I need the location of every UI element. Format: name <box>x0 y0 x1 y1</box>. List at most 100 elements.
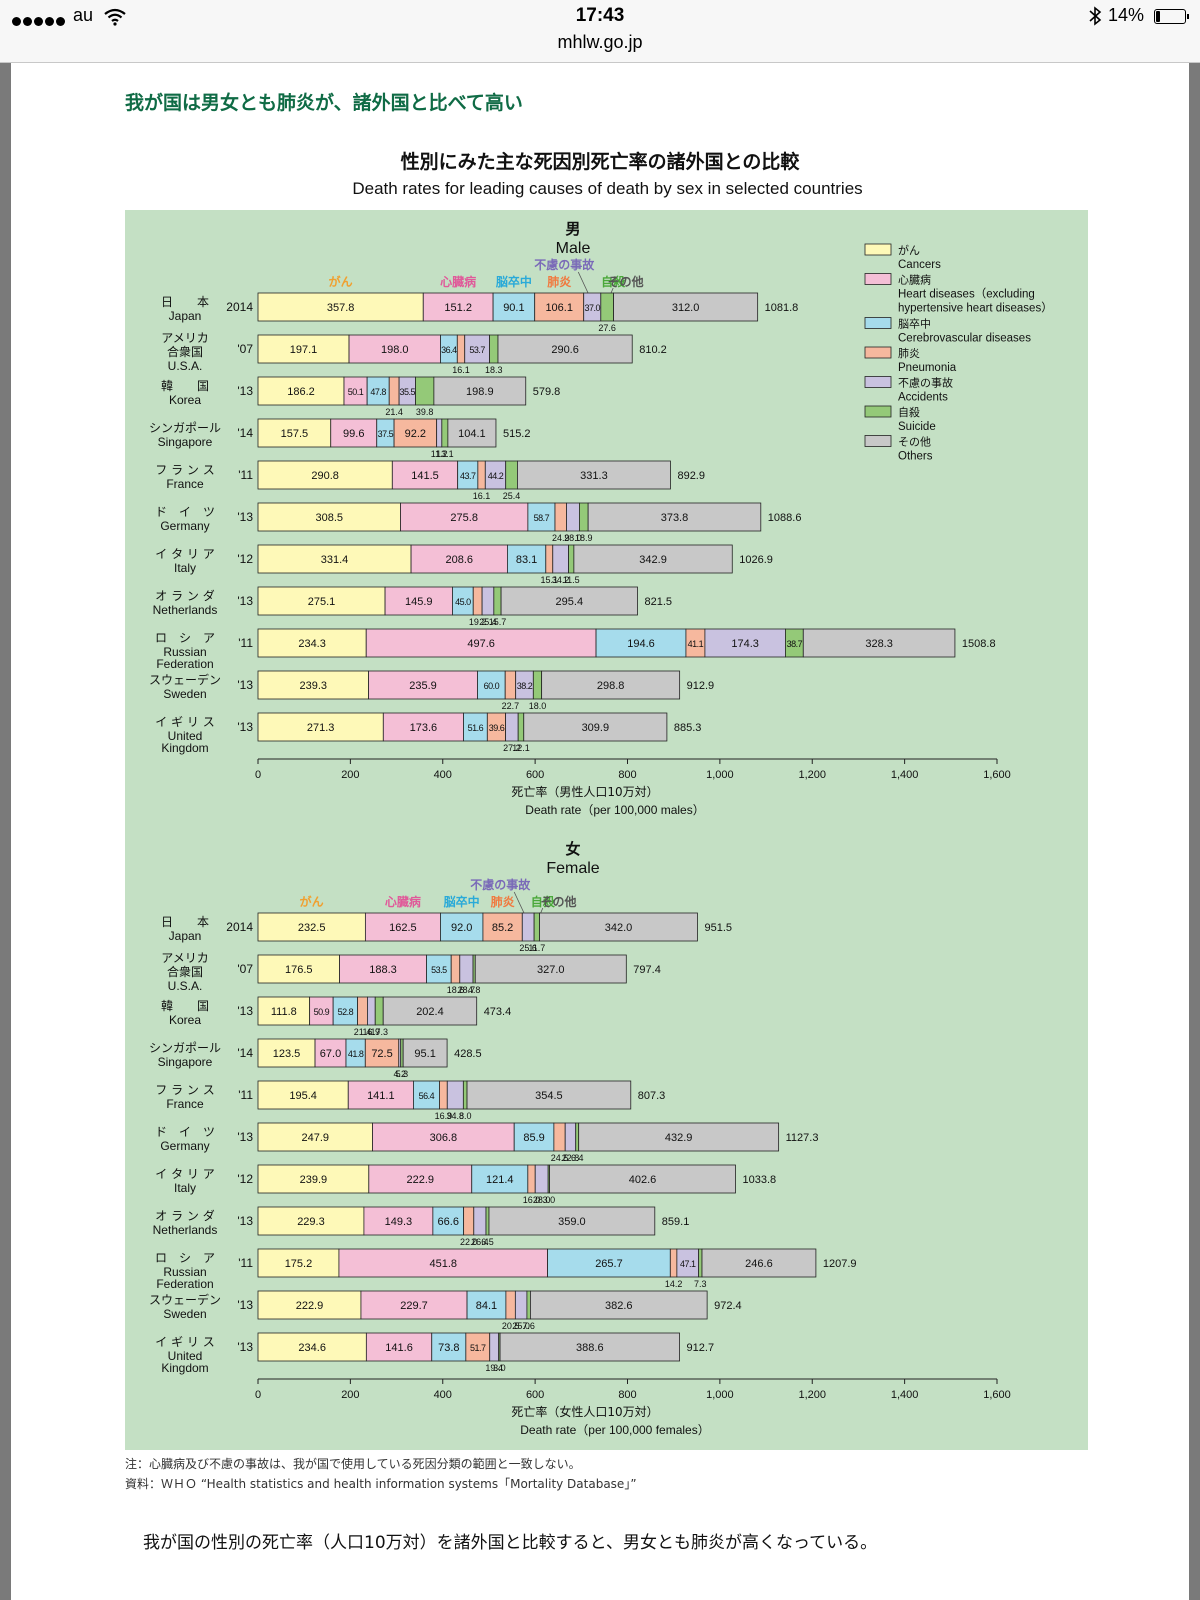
bar-segment-pneumonia <box>393 418 438 448</box>
bar-segment-suicide <box>532 670 543 700</box>
country-label-ja: スウェーデン <box>149 1292 221 1307</box>
page-margin-left <box>0 63 11 1600</box>
bar-segment-stroke <box>492 292 536 322</box>
country-label-en: Federation <box>156 1277 213 1291</box>
value-label-below-suicide: 13.1 <box>436 449 454 459</box>
total-label: 912.7 <box>687 1342 715 1354</box>
value-label-heart: 99.6 <box>343 428 364 440</box>
year-label: '07 <box>237 342 253 356</box>
x-tick-label: 1,200 <box>798 1389 826 1401</box>
total-label: 807.3 <box>638 1090 666 1102</box>
status-bar: au 17:43 mhlw.go.jp 14% <box>0 0 1200 63</box>
value-label-below-suicide: 7.6 <box>522 1321 535 1331</box>
year-label: '12 <box>237 552 253 566</box>
value-label-stroke: 53.5 <box>431 965 447 975</box>
value-label-below-suicide: 6.5 <box>481 1237 494 1247</box>
value-label-others: 295.4 <box>556 596 584 608</box>
bar-segment-cancer <box>257 954 340 984</box>
year-label: '13 <box>237 594 253 608</box>
bar-segment-others <box>802 628 956 658</box>
country-label-ja: イ ギ リ ス <box>155 1335 214 1349</box>
year-label: '14 <box>237 1046 253 1060</box>
value-label-below-suicide: 18.0 <box>529 701 547 711</box>
value-label-pneumonia: 85.2 <box>492 922 513 934</box>
bar-segment-accidents <box>481 586 495 616</box>
value-label-others: 198.9 <box>466 386 494 398</box>
value-label-heart: 235.9 <box>409 680 437 692</box>
bluetooth-icon <box>1089 6 1102 26</box>
country-label-en: Germany <box>160 1139 209 1153</box>
x-tick-label: 200 <box>341 1389 359 1401</box>
value-label-cancer: 290.8 <box>311 470 339 482</box>
value-label-heart: 141.5 <box>411 470 439 482</box>
total-label: 515.2 <box>503 428 531 440</box>
legend-swatch-suicide <box>864 405 892 418</box>
legend-label-en: Cerebrovascular diseases <box>898 333 1031 345</box>
value-label-below-accidents: 16.9 <box>363 1027 381 1037</box>
bar-segment-cancer <box>257 1290 362 1320</box>
value-label-cancer: 222.9 <box>296 1300 324 1312</box>
year-label: '14 <box>237 426 253 440</box>
header-label-suicide: 自殺 <box>601 274 626 289</box>
total-label: 912.9 <box>687 680 715 692</box>
value-label-below-suicide: 15.7 <box>489 617 507 627</box>
value-label-below-accidents: 25.6 <box>519 943 537 953</box>
year-label: '11 <box>238 636 253 650</box>
value-label-below-suicide: 18.3 <box>485 365 503 375</box>
bar-segment-stroke <box>413 1080 440 1110</box>
value-label-below-suicide: 8.0 <box>459 1111 472 1121</box>
value-label-heart: 198.0 <box>381 344 409 356</box>
value-label-stroke: 84.1 <box>476 1300 497 1312</box>
value-label-cancer: 308.5 <box>315 512 343 524</box>
bar-segment-suicide <box>698 1248 703 1278</box>
bar-segment-accidents <box>534 1164 549 1194</box>
bar-segment-others <box>549 1164 736 1194</box>
year-label: '13 <box>237 384 253 398</box>
x-tick-label: 600 <box>526 769 544 781</box>
bar-segment-heart <box>368 670 478 700</box>
value-label-below-pneumonia: 14.2 <box>665 1279 683 1289</box>
value-label-stroke: 90.1 <box>503 302 524 314</box>
value-label-below-pneumonia: 16.0 <box>523 1195 541 1205</box>
legend-swatch-heart <box>864 273 892 285</box>
value-label-below-pneumonia: 24.5 <box>551 1153 569 1163</box>
value-label-accidents: 37.0 <box>584 303 600 313</box>
bar-segment-cancer <box>257 460 393 490</box>
bar-segment-heart <box>400 502 529 532</box>
value-label-stroke: 85.9 <box>523 1132 544 1144</box>
x-tick-label: 1,200 <box>798 769 826 781</box>
bar-segment-others <box>488 1206 656 1236</box>
country-label-en: Singapore <box>158 1055 213 1069</box>
value-label-below-pneumonia: 19.2 <box>469 617 487 627</box>
country-label-ja: 日 本 <box>161 295 209 309</box>
country-label-en: Japan <box>169 309 202 323</box>
value-label-stroke: 265.7 <box>595 1258 623 1270</box>
bar-segment-pneumonia <box>450 954 461 984</box>
country-label-ja: オ ラ ン ダ <box>155 1208 214 1223</box>
value-label-below-pneumonia: 21.4 <box>354 1027 372 1037</box>
value-label-cancer: 186.2 <box>287 386 315 398</box>
value-label-below-accidents: 25.4 <box>479 617 497 627</box>
legend-label-ja: 心臓病 <box>898 273 931 287</box>
total-label: 821.5 <box>645 596 673 608</box>
bar-segment-pneumonia <box>357 996 368 1026</box>
legend-swatch-pneumonia <box>864 346 892 359</box>
bar-segment-pneumonia <box>472 586 483 616</box>
bar-segment-suicide <box>575 1122 580 1152</box>
bar-segment-stroke <box>477 670 506 700</box>
value-label-heart: 151.2 <box>444 302 472 314</box>
value-label-accidents: 44.2 <box>488 471 504 481</box>
value-label-stroke: 45.0 <box>455 597 471 607</box>
country-label-en: Japan <box>169 929 202 943</box>
value-label-others: 388.6 <box>576 1342 604 1354</box>
bar-segment-pneumonia <box>477 460 486 490</box>
bar-segment-others <box>587 502 762 532</box>
country-label-en: Federation <box>156 657 213 671</box>
country-label-en: France <box>166 1097 204 1111</box>
bar-segment-accidents <box>459 954 474 984</box>
country-label-ja: フ ラ ン ス <box>155 1083 214 1097</box>
total-label: 892.9 <box>677 470 705 482</box>
x-tick-label: 0 <box>255 1389 261 1401</box>
url-domain[interactable]: mhlw.go.jp <box>557 32 643 52</box>
